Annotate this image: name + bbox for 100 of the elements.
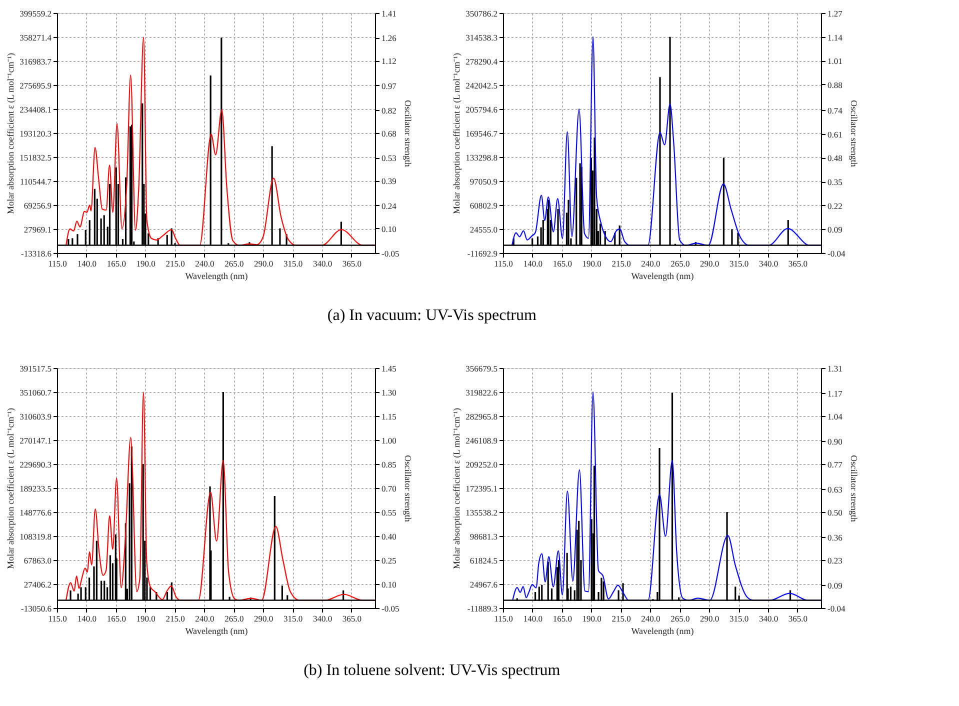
- y2-tick-label: 1.41: [382, 8, 396, 18]
- x-tick-label: 165.0: [106, 258, 126, 268]
- y-tick-label: 356679.5: [466, 364, 498, 374]
- x-tick-label: 215.0: [166, 258, 185, 268]
- y2-tick-label: 0.48: [828, 153, 842, 164]
- y-tick-label: 282965.8: [466, 412, 498, 422]
- x-tick-label: 340.0: [312, 614, 332, 624]
- x-tick-label: 265.0: [670, 258, 690, 268]
- y2-tick-label: -0.05: [382, 248, 400, 258]
- y2-tick-label: 0.53: [382, 153, 396, 164]
- y-tick-label: 229690.3: [20, 460, 52, 470]
- x-tick-label: 215.0: [612, 258, 631, 268]
- y2-tick-label: 0.09: [828, 580, 842, 590]
- y-tick-label: 69256.9: [24, 200, 52, 210]
- y-tick-label: 189233.5: [20, 484, 52, 494]
- y-tick-label: 110544.7: [20, 176, 52, 186]
- y2-axis-title: Oscillator strength: [849, 100, 860, 168]
- y-tick-label: 151832.5: [20, 152, 52, 162]
- y2-tick-label: 0.82: [382, 105, 396, 116]
- y-tick-label: -13050.6: [21, 604, 52, 614]
- y-tick-label: 24967.6: [470, 580, 498, 590]
- x-tick-label: 140.0: [523, 614, 543, 624]
- x-tick-label: 215.0: [166, 614, 185, 624]
- x-tick-label: 315.0: [729, 614, 749, 624]
- y-tick-label: 205794.6: [466, 104, 498, 114]
- y2-tick-label: 0.88: [828, 80, 842, 90]
- y-axis-title: Molar absorption coefficient ε (L mol⁻¹cm⁻¹): [6, 408, 16, 569]
- y-tick-label: 60802.9: [470, 200, 498, 210]
- x-tick-label: 165.0: [552, 614, 572, 624]
- y2-tick-label: -0.04: [828, 604, 846, 614]
- y2-tick-label: 0.63: [828, 484, 842, 494]
- y-tick-label: 319822.6: [466, 388, 498, 398]
- y2-tick-label: 1.14: [828, 32, 844, 42]
- x-tick-label: 315.0: [283, 614, 303, 624]
- y2-tick-label: 1.31: [828, 364, 842, 374]
- y-tick-label: 358271.4: [20, 32, 52, 42]
- x-tick-label: 265.0: [670, 614, 690, 624]
- y2-tick-label: 0.09: [828, 224, 842, 235]
- y-tick-label: -13318.6: [21, 248, 52, 258]
- y2-tick-label: 1.01: [828, 56, 842, 66]
- y-tick-label: 242042.5: [466, 80, 498, 90]
- y2-tick-label: 0.74: [828, 106, 844, 116]
- x-tick-label: 215.0: [612, 614, 631, 624]
- y2-tick-label: 0.55: [382, 508, 396, 518]
- x-tick-label: 115.0: [494, 614, 513, 624]
- x-axis-title: Wavelength (nm): [185, 626, 248, 636]
- y-tick-label: -11889.3: [467, 604, 498, 614]
- y2-tick-label: 1.15: [382, 412, 396, 422]
- y-tick-label: 209252.0: [466, 460, 498, 470]
- y2-tick-label: 0.25: [382, 556, 396, 566]
- y-tick-label: 316983.7: [20, 56, 52, 66]
- x-tick-label: 265.0: [224, 258, 244, 268]
- x-tick-label: 190.0: [136, 614, 156, 624]
- y-tick-label: 67863.0: [24, 556, 52, 566]
- x-tick-label: 165.0: [106, 614, 126, 624]
- x-tick-label: 315.0: [283, 258, 303, 268]
- x-tick-label: 290.0: [700, 614, 720, 624]
- y-tick-label: 399559.2: [20, 8, 52, 18]
- y2-tick-label: 0.97: [382, 80, 396, 91]
- y-tick-label: 275695.9: [20, 80, 52, 90]
- x-tick-label: 290.0: [254, 614, 274, 624]
- y-tick-label: 27969.1: [24, 224, 52, 234]
- y2-axis-title: Oscillator strength: [403, 100, 414, 168]
- text: (b) In toluene solvent: UV-Vis spectrum: [304, 662, 561, 679]
- y2-tick-label: 0.10: [382, 580, 396, 590]
- y2-tick-label: 0.36: [828, 532, 842, 542]
- text: (a) In vacuum: UV-Vis spectrum: [327, 307, 537, 324]
- y2-axis-title: Oscillator strength: [849, 455, 860, 522]
- x-tick-label: 190.0: [582, 614, 602, 624]
- y2-tick-label: 0.39: [382, 176, 396, 186]
- y2-tick-label: 1.17: [828, 388, 842, 398]
- y2-tick-label: 1.12: [382, 56, 396, 66]
- y2-tick-label: 0.24: [382, 200, 398, 211]
- y2-tick-label: -0.05: [382, 604, 400, 614]
- y2-tick-label: 1.04: [828, 412, 844, 422]
- y-tick-label: 148776.6: [20, 508, 52, 518]
- y2-tick-label: 0.35: [828, 177, 842, 188]
- y-tick-label: 234408.1: [20, 104, 52, 114]
- y2-axis-title: Oscillator strength: [403, 455, 414, 522]
- x-tick-label: 115.0: [48, 258, 67, 268]
- y2-tick-label: 0.90: [828, 436, 842, 446]
- y-axis-title: Molar absorption coefficient ε (L mol⁻¹cm⁻¹): [452, 53, 462, 214]
- x-tick-label: 140.0: [77, 614, 97, 624]
- y-axis-title: Molar absorption coefficient ε (L mol⁻¹cm⁻¹): [452, 408, 462, 569]
- x-tick-label: 340.0: [312, 258, 332, 268]
- x-tick-label: 115.0: [494, 258, 513, 268]
- x-axis-title: Wavelength (nm): [631, 271, 694, 281]
- x-tick-label: 365.0: [788, 258, 808, 268]
- x-tick-label: 115.0: [48, 614, 67, 624]
- x-tick-label: 240.0: [641, 614, 660, 624]
- y-tick-label: 350786.2: [466, 8, 498, 18]
- y-tick-label: 133298.8: [466, 152, 498, 162]
- y2-tick-label: 0.22: [828, 200, 842, 211]
- x-tick-label: 190.0: [582, 258, 602, 268]
- y-tick-label: 246108.9: [466, 436, 498, 446]
- y-tick-label: 314538.3: [466, 32, 498, 42]
- y2-tick-label: 0.70: [382, 484, 396, 494]
- x-tick-label: 190.0: [136, 258, 156, 268]
- y-tick-label: 24555.0: [470, 224, 498, 234]
- y-axis-title: Molar absorption coefficient ε (L mol⁻¹cm⁻¹): [6, 53, 16, 214]
